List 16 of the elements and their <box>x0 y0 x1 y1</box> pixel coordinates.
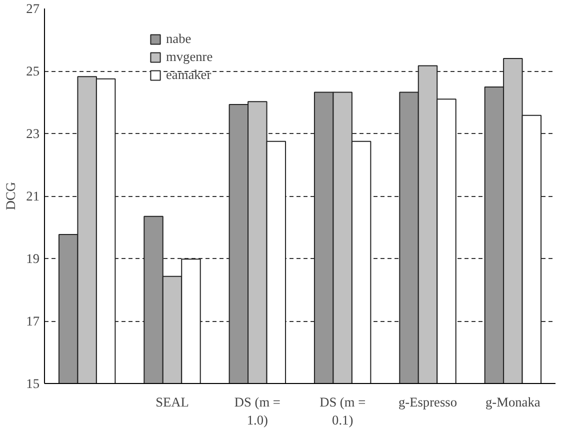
y-tick-label: 19 <box>26 251 40 266</box>
y-tick-label: 27 <box>26 1 40 16</box>
legend-label: mvgenre <box>166 49 213 65</box>
x-tick-label: g-Espresso <box>398 394 458 410</box>
y-tick-label: 17 <box>26 314 40 328</box>
y-tick-label: 23 <box>26 126 40 141</box>
x-tick-label: SEAL <box>156 394 189 410</box>
legend-label: eamaker <box>166 67 212 83</box>
x-tick-label: DS (m = 1.0) <box>234 394 280 428</box>
y-tick-label: 15 <box>26 376 40 391</box>
y-tick-label: 25 <box>26 64 40 78</box>
legend-label: nabe <box>166 31 192 47</box>
x-tick-label: g-Monaka <box>486 394 540 410</box>
y-tick-label: 21 <box>26 188 40 204</box>
y-axis-title: DCG <box>3 182 18 210</box>
x-tick-label: DS (m = 0.1) <box>320 394 366 428</box>
